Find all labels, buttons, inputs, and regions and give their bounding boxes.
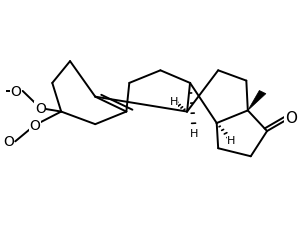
Text: H: H xyxy=(227,136,236,146)
Text: H: H xyxy=(190,129,199,139)
Text: O: O xyxy=(29,119,40,133)
Polygon shape xyxy=(248,91,266,111)
Text: O: O xyxy=(10,85,21,98)
Text: O: O xyxy=(35,102,46,116)
Text: O: O xyxy=(285,110,297,125)
Text: O: O xyxy=(3,135,14,149)
Text: H: H xyxy=(170,97,178,107)
